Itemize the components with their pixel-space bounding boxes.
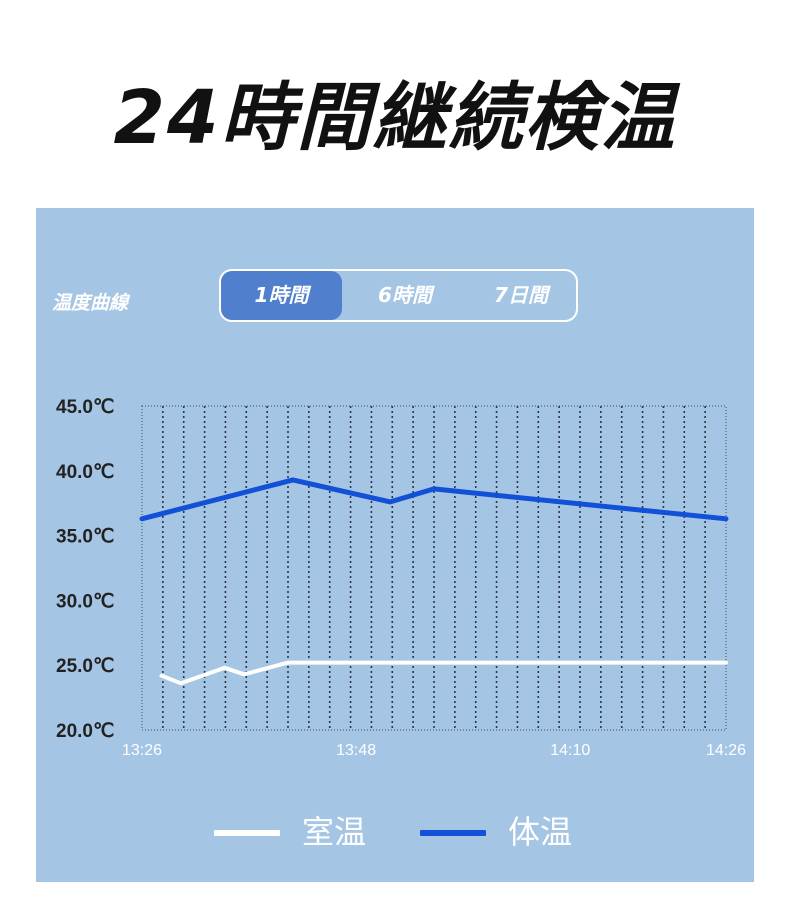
legend-label-body-temp: 体温 [508,813,573,851]
x-tick-label: 13:26 [122,742,162,759]
series-line-body-temp [139,477,729,522]
chart-panel: 温度曲線 1時間 6時間 7日間 45.0℃ 40.0℃ 35.0℃ 30.0℃ 25.… [36,208,754,882]
y-tick-label: 20.0℃ [56,721,114,742]
x-tick-label: 14:26 [706,742,746,759]
tab-1-hour[interactable]: 1時間 [221,271,342,320]
y-tick-label: 45.0℃ [56,397,114,418]
tab-6-hours[interactable]: 6時間 [378,283,432,307]
y-tick-label: 25.0℃ [56,656,114,677]
page-title: 24時間継続検温 [113,75,677,161]
chart-panel-label: 温度曲線 [52,292,129,314]
legend-label-room-temp: 室温 [302,813,367,851]
time-range-tabs: 1時間 6時間 7日間 [219,269,578,322]
temperature-line-chart: 45.0℃ 40.0℃ 35.0℃ 30.0℃ 25.0℃ 20.0℃ 13:26 13:48… [56,397,746,759]
series-line-room-temp [159,660,728,686]
x-tick-label: 13:48 [336,742,376,759]
y-tick-label: 30.0℃ [56,591,114,612]
y-tick-label: 40.0℃ [56,462,114,483]
chart-legend: 室温 体温 [36,812,754,852]
y-tick-label: 35.0℃ [56,527,114,548]
tab-7-days[interactable]: 7日間 [494,283,548,307]
legend-swatch-room-temp [214,830,280,836]
x-tick-label: 14:10 [550,742,590,759]
legend-swatch-body-temp [420,830,486,836]
